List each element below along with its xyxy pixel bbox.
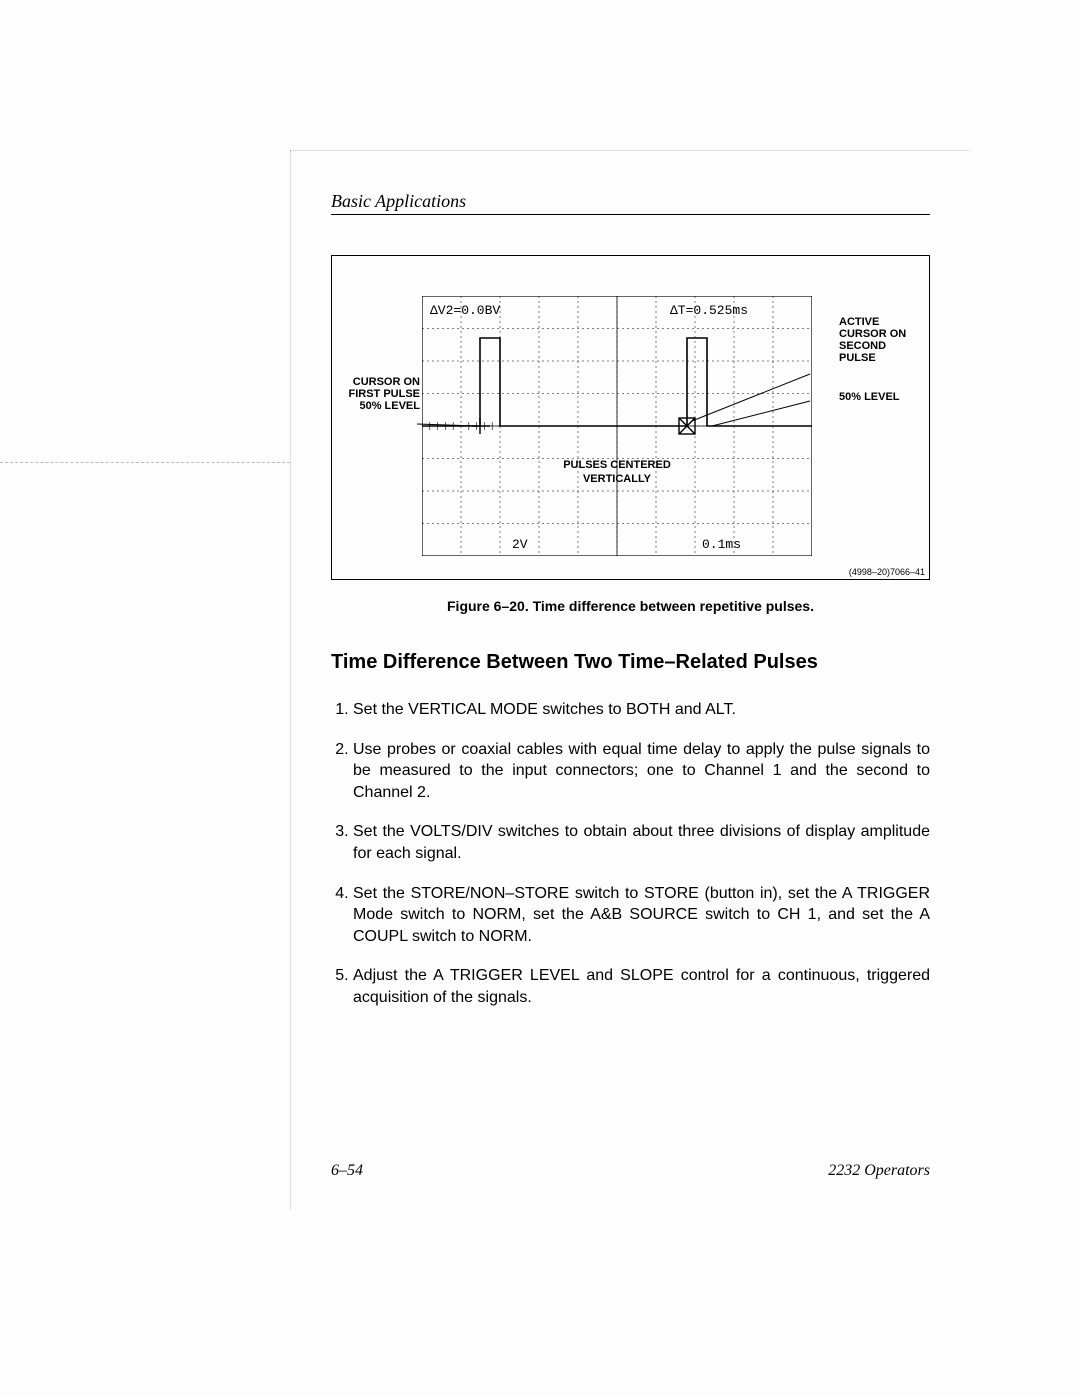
step-item: Set the STORE/NON–STORE switch to STORE … <box>353 883 930 948</box>
running-header: Basic Applications <box>331 191 930 215</box>
callout-lines <box>332 256 932 581</box>
figure-ref-number: (4998–20)7066–41 <box>849 567 925 577</box>
figure-box: ΔV2=0.0BV ΔT=0.525ms 2V 0.1ms PULSES CEN… <box>331 255 930 580</box>
step-item: Adjust the A TRIGGER LEVEL and SLOPE con… <box>353 965 930 1008</box>
page-number: 6–54 <box>331 1162 363 1180</box>
figure-caption: Figure 6–20. Time difference between rep… <box>331 598 930 614</box>
manual-name: 2232 Operators <box>828 1162 930 1180</box>
header-text: Basic Applications <box>331 191 466 211</box>
scanned-page: Basic Applications <box>0 0 1080 1397</box>
punch-guide-line <box>0 462 290 463</box>
step-item: Set the VOLTS/DIV switches to obtain abo… <box>353 821 930 864</box>
procedure-list: Set the VERTICAL MODE switches to BOTH a… <box>331 699 930 1009</box>
page-frame: Basic Applications <box>290 150 970 1210</box>
page-footer: 6–54 2232 Operators <box>331 1162 930 1180</box>
section-title: Time Difference Between Two Time–Related… <box>331 650 930 675</box>
step-item: Set the VERTICAL MODE switches to BOTH a… <box>353 699 930 721</box>
step-item: Use probes or coaxial cables with equal … <box>353 739 930 804</box>
